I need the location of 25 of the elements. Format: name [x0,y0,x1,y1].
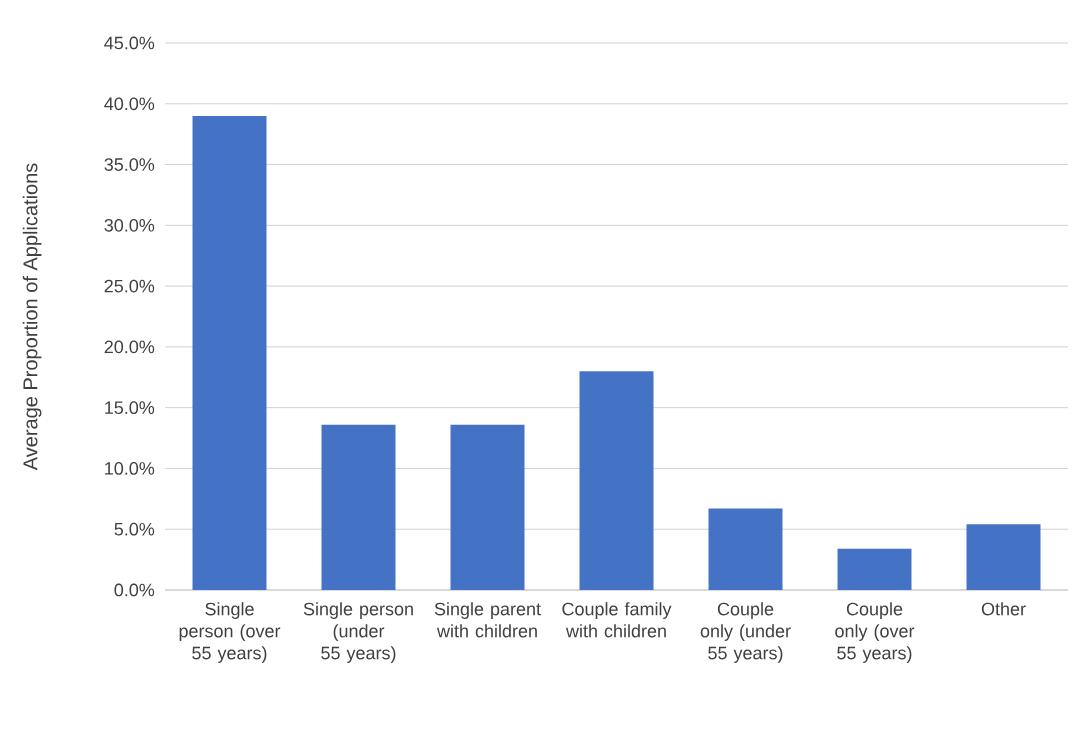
x-tick-label: Couple only (under 55 years) [700,602,791,663]
bar [579,371,654,590]
y-tick-label: 10.0% [105,462,155,475]
x-tick-label: Other [981,602,1026,616]
bar [966,524,1041,590]
y-tick-label: 25.0% [104,279,155,293]
y-tick-label: 30.0% [104,218,155,232]
x-tick-label: Couple only (over 55 years) [835,602,915,663]
x-tick-label: Couple family with children [562,602,672,638]
bar [708,508,783,590]
y-tick-label: 15.0% [105,401,155,415]
y-tick-label: 5.0% [114,522,155,536]
y-axis-title: Average Proportion of Applications [22,163,42,471]
bar [837,548,912,590]
bar [450,424,525,590]
x-tick-label: Single parent with children [434,602,541,638]
x-tick-label: Single person (under 55 years) [303,602,413,663]
y-tick-label: 35.0% [104,158,155,171]
bar [321,424,396,590]
x-tick-label: Single person (over 55 years) [179,602,281,663]
y-tick-label: 20.0% [104,340,155,354]
y-tick-label: 40.0% [104,97,155,111]
bar [192,115,267,590]
y-tick-label: 0.0% [114,583,155,597]
y-tick-label: 45.0% [104,36,155,50]
